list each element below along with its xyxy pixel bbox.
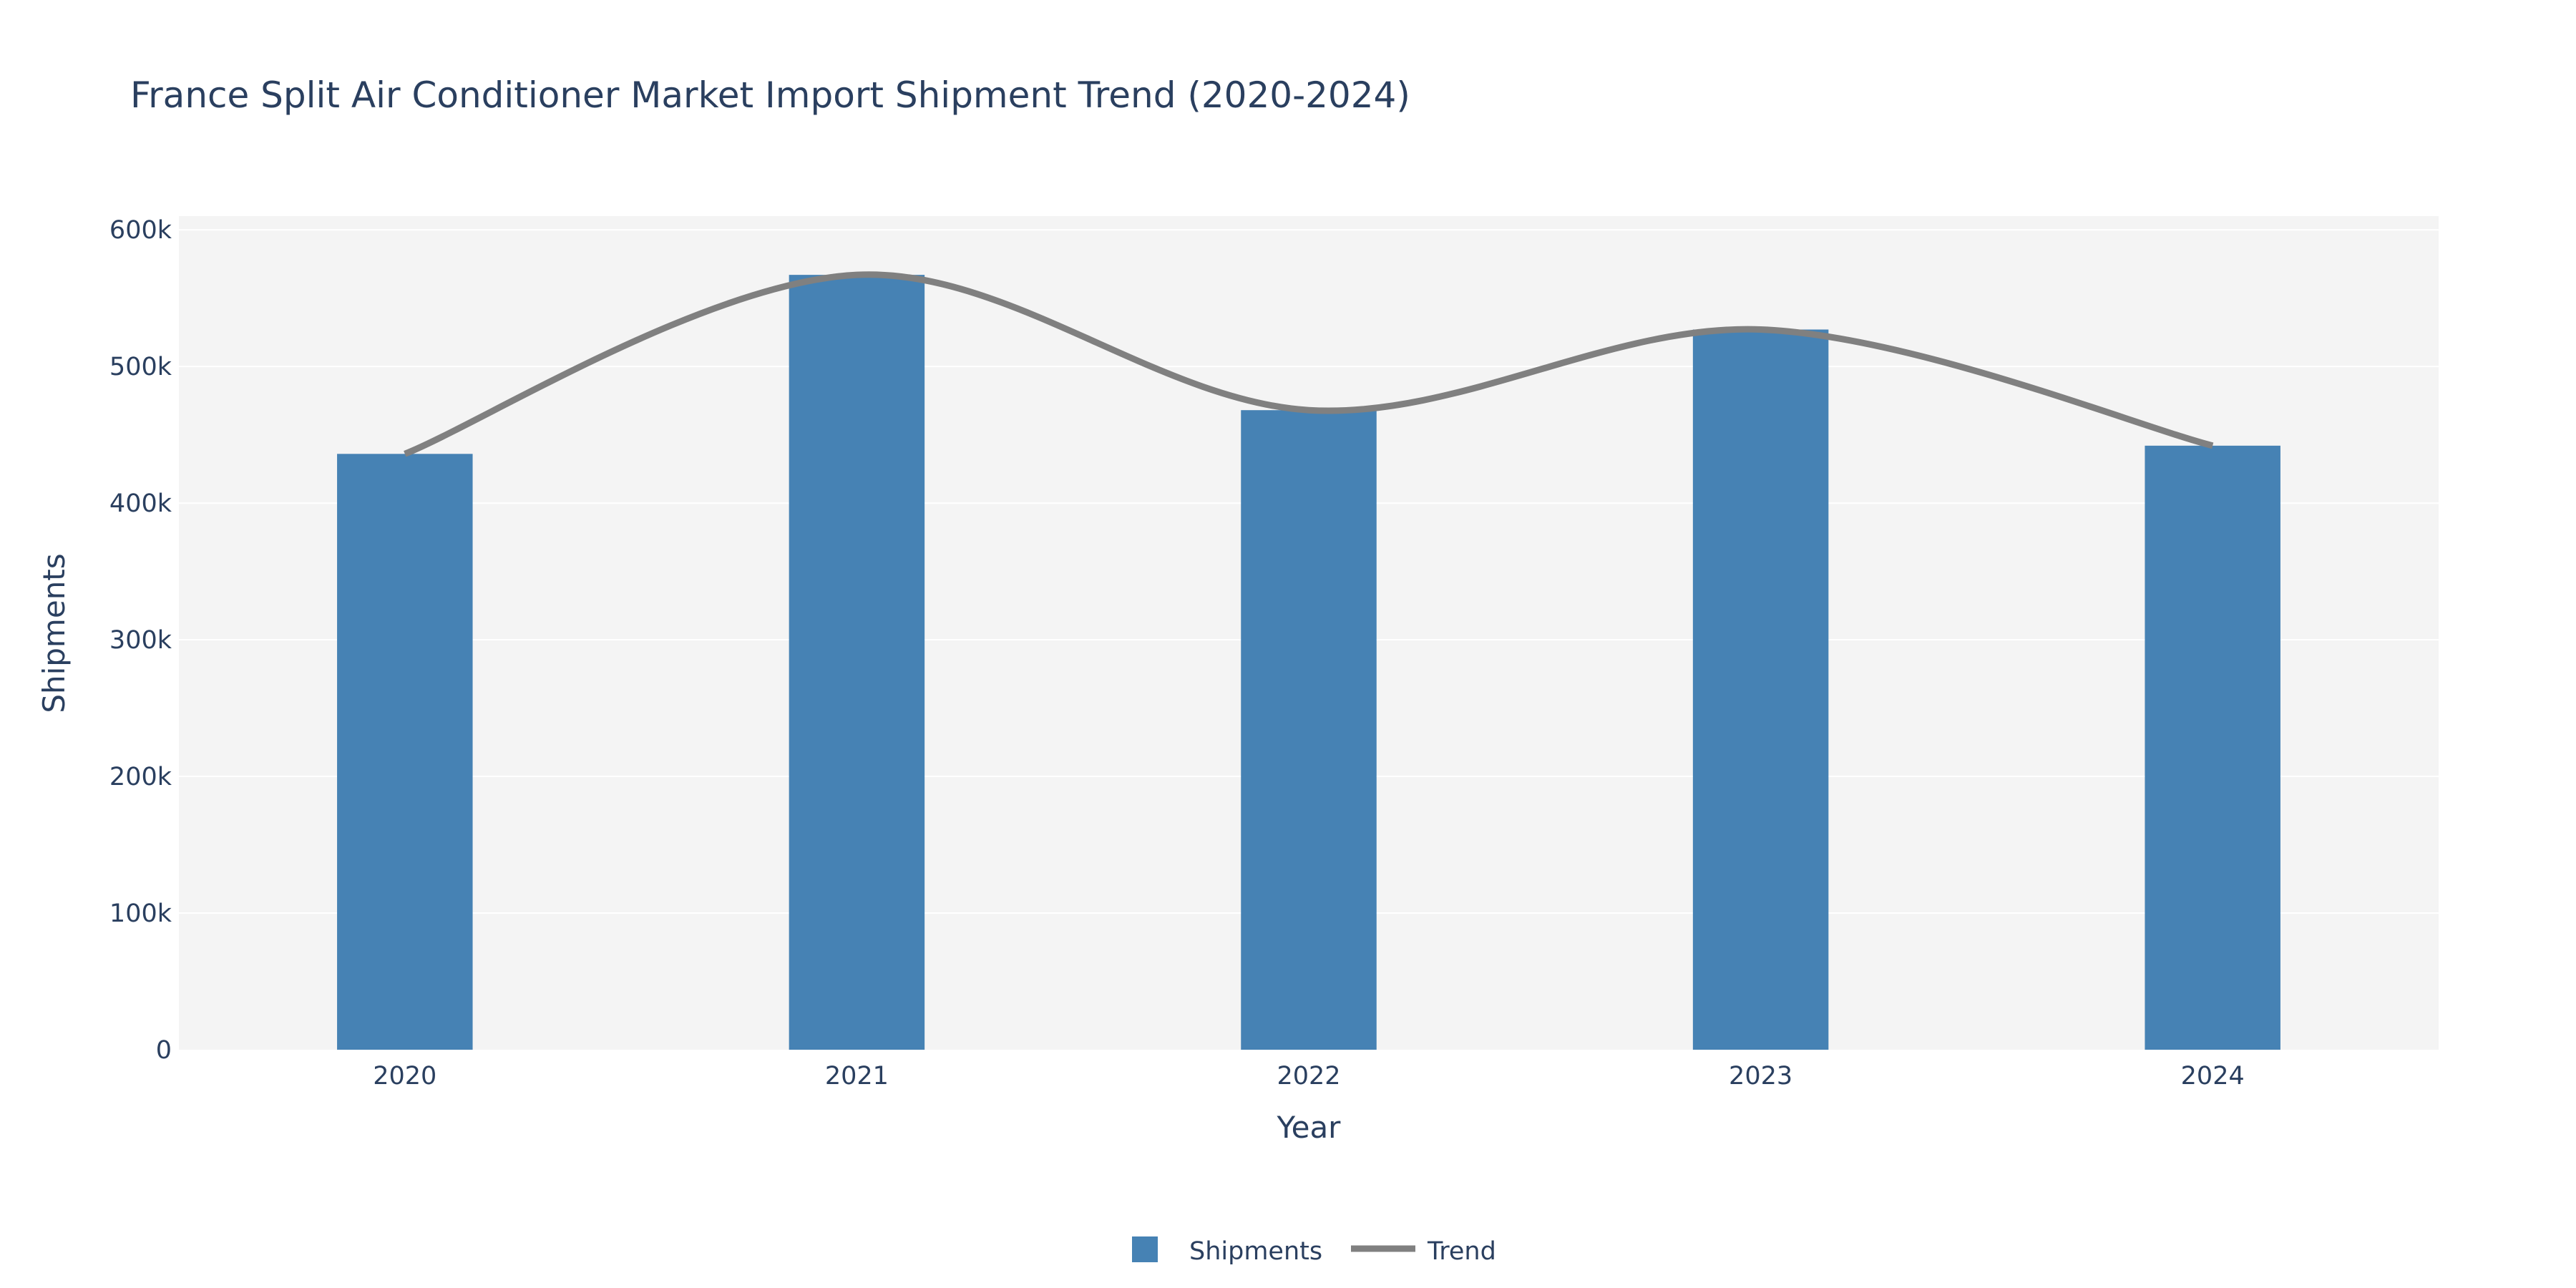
- y-axis-ticks: 0 100k 200k 300k 400k 500k 600k: [109, 216, 172, 1065]
- x-tick-label: 2023: [1729, 1062, 1792, 1091]
- bar-series-shipments: [337, 275, 2280, 1050]
- x-axis-ticks: 2020 2021 2022 2023 2024: [373, 1062, 2244, 1091]
- legend: Shipments Trend: [1132, 1236, 1496, 1266]
- x-tick-label: 2020: [373, 1062, 436, 1091]
- legend-label-trend[interactable]: Trend: [1427, 1237, 1496, 1266]
- x-tick-label: 2024: [2181, 1062, 2245, 1091]
- bar-shipments-2024[interactable]: [2145, 445, 2280, 1050]
- y-tick-label: 300k: [109, 626, 172, 655]
- y-tick-label: 100k: [109, 899, 172, 928]
- y-tick-label: 0: [156, 1036, 172, 1065]
- chart-title: France Split Air Conditioner Market Impo…: [130, 74, 1410, 116]
- y-tick-label: 400k: [109, 489, 172, 518]
- trend-line[interactable]: [404, 271, 2214, 457]
- y-tick-label: 200k: [109, 763, 172, 791]
- x-axis-title: Year: [1277, 1110, 1342, 1145]
- y-tick-label: 600k: [109, 216, 172, 245]
- y-axis-title: Shipments: [36, 553, 72, 713]
- x-tick-label: 2021: [825, 1062, 889, 1091]
- x-tick-label: 2022: [1277, 1062, 1340, 1091]
- y-tick-label: 500k: [109, 353, 172, 381]
- legend-swatch-shipments[interactable]: [1132, 1236, 1158, 1262]
- bar-shipments-2022[interactable]: [1241, 410, 1377, 1050]
- line-series-trend: [404, 271, 2214, 457]
- bar-shipments-2023[interactable]: [1692, 329, 1829, 1050]
- bar-shipments-2020[interactable]: [337, 454, 473, 1050]
- legend-label-shipments[interactable]: Shipments: [1189, 1237, 1322, 1266]
- bar-shipments-2021[interactable]: [789, 275, 925, 1050]
